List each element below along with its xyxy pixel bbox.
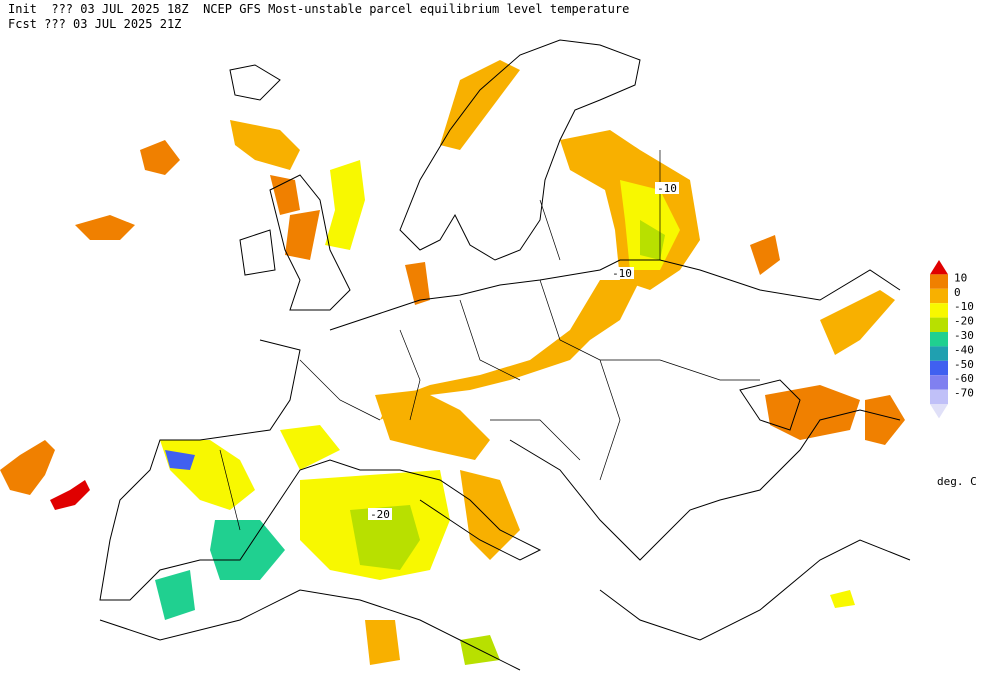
legend-swatch — [930, 346, 948, 361]
legend-swatch — [930, 360, 948, 376]
legend-label: -20 — [954, 315, 974, 328]
legend-swatch — [930, 288, 948, 304]
contour-label: -10 — [612, 267, 632, 280]
legend-label: -40 — [954, 343, 974, 356]
legend-label: -30 — [954, 329, 974, 342]
header-line-2: Fcst ??? 03 JUL 2025 21Z — [8, 17, 182, 31]
legend: 10 0-10 -20-30-40 -50-60 -70 — [930, 260, 974, 419]
legend-label: -70 — [954, 387, 974, 400]
legend-label: 0 — [954, 286, 961, 299]
legend-label: -10 — [954, 300, 974, 313]
header-line-1: Init ??? 03 JUL 2025 18Z NCEP GFS Most-u… — [8, 2, 630, 16]
legend-swatch — [930, 274, 948, 289]
field-shading — [0, 60, 905, 665]
legend-arrow — [930, 260, 948, 275]
legend-label: -50 — [954, 358, 974, 371]
contour-label: -20 — [370, 508, 390, 521]
legend-unit: deg. C — [937, 475, 977, 488]
legend-swatch — [930, 317, 948, 332]
legend-swatch — [930, 332, 948, 347]
legend-swatch — [930, 389, 948, 404]
legend-label: 10 — [954, 271, 967, 284]
legend-label: -60 — [954, 372, 974, 385]
legend-arrow — [930, 404, 948, 419]
legend-swatch — [930, 303, 948, 318]
coastlines — [99, 39, 911, 671]
contour-label: -10 — [657, 182, 677, 195]
borders — [219, 150, 760, 531]
contour-labels: -10 -10 -20 — [368, 182, 679, 521]
legend-swatch — [930, 375, 948, 390]
